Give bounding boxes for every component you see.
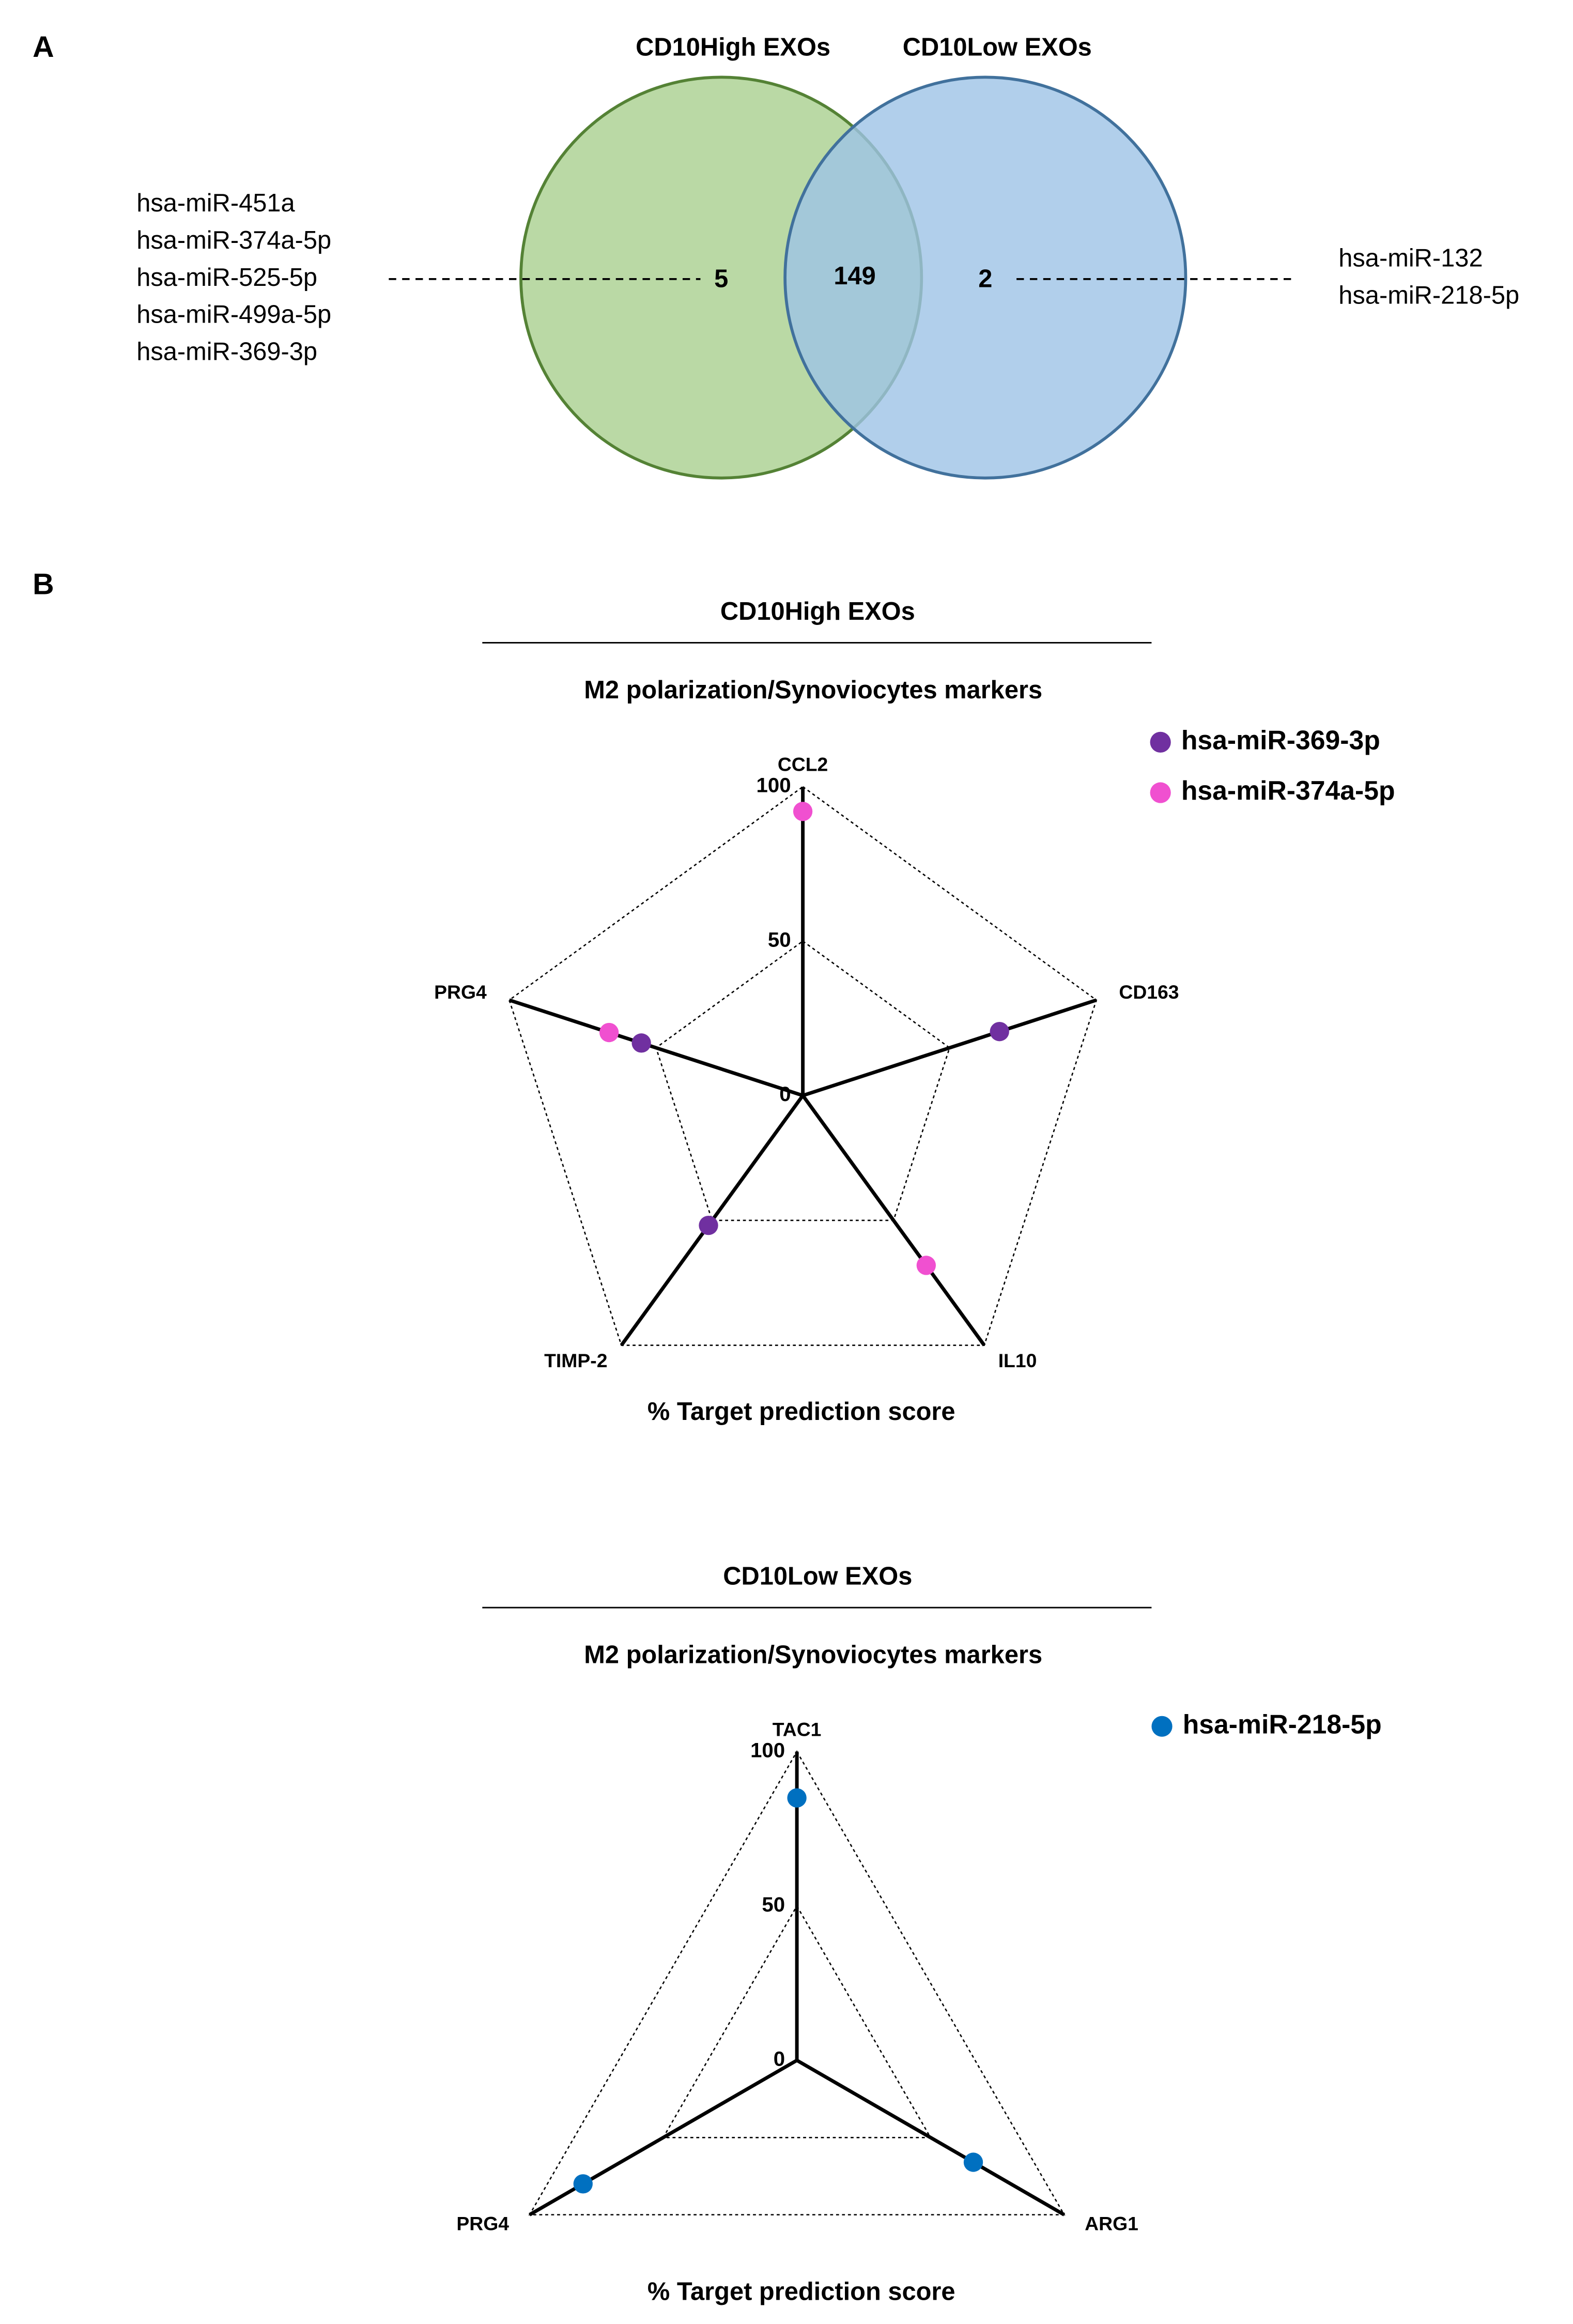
category-label: IL10 [998, 1350, 1037, 1371]
set-count: 5 [714, 265, 728, 293]
r-tick-label: 50 [762, 1893, 785, 1916]
set-title: CD10High EXOs [636, 34, 830, 62]
panel-label: A [33, 30, 54, 64]
category-label: CD163 [1119, 981, 1179, 1003]
set-title: CD10Low EXOs [903, 34, 1092, 62]
intersection-count: 149 [834, 262, 875, 290]
chart-subtitle: M2 polarization/Synoviocytes markers [584, 1641, 1042, 1669]
legend-marker [1150, 782, 1171, 803]
r-tick-label: 0 [779, 1082, 791, 1106]
panel-label: B [33, 568, 54, 601]
legend-label: hsa-miR-218-5p [1183, 1709, 1382, 1739]
category-label: PRG4 [456, 2213, 509, 2235]
radial-axis [529, 2058, 798, 2216]
axis-label: % Target prediction score [647, 1398, 955, 1426]
member-label: hsa-miR-369-3p [136, 338, 317, 365]
radial-axis [796, 2058, 1066, 2216]
data-point [787, 1788, 807, 1808]
member-label: hsa-miR-451a [136, 189, 295, 217]
chart-title: CD10High EXOs [720, 598, 915, 625]
data-point [699, 1215, 718, 1235]
radial-axis [801, 1094, 986, 1347]
legend-label: hsa-miR-374a-5p [1181, 775, 1395, 805]
r-tick-label: 100 [757, 774, 791, 797]
member-label: hsa-miR-132 [1338, 244, 1483, 272]
chart-title: CD10Low EXOs [723, 1563, 912, 1591]
set-count: 2 [978, 265, 992, 293]
set-circle [783, 75, 1188, 480]
legend-marker [1151, 1716, 1173, 1737]
radial-axis [508, 998, 804, 1097]
data-point [963, 2152, 983, 2172]
data-point [990, 1022, 1009, 1042]
category-label: CCL2 [778, 754, 828, 775]
category-label: PRG4 [434, 981, 487, 1003]
member-label: hsa-miR-374a-5p [136, 226, 331, 254]
data-point [631, 1033, 651, 1053]
data-point [916, 1256, 936, 1275]
data-point [793, 802, 813, 821]
category-label: TAC1 [773, 1718, 822, 1740]
member-label: hsa-miR-218-5p [1338, 281, 1519, 309]
data-point [573, 2174, 593, 2194]
grid-polygon [655, 940, 951, 1221]
member-label: hsa-miR-525-5p [136, 264, 317, 292]
category-label: TIMP-2 [544, 1350, 607, 1371]
r-tick-label: 100 [750, 1738, 785, 1762]
category-label: ARG1 [1085, 2213, 1138, 2235]
data-point [599, 1022, 619, 1043]
legend-marker [1150, 731, 1171, 753]
axis-label: % Target prediction score [647, 2278, 955, 2306]
r-tick-label: 0 [774, 2047, 785, 2071]
legend-label: hsa-miR-369-3p [1181, 725, 1380, 755]
chart-subtitle: M2 polarization/Synoviocytes markers [584, 676, 1042, 704]
member-label: hsa-miR-499a-5p [136, 301, 331, 329]
r-tick-label: 50 [768, 928, 791, 951]
radial-axis [802, 998, 1097, 1097]
grid-polygon [528, 1750, 1066, 2215]
